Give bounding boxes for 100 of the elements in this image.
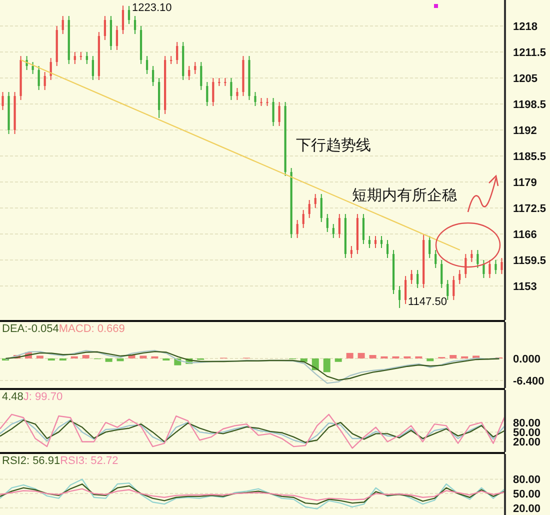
annotation: 短期内有所企稳 [352,186,457,205]
candlestick [380,236,383,248]
line-series [0,488,506,501]
y-tick-label: 1166 [513,228,537,241]
candlestick [374,236,377,248]
candlestick [464,254,467,278]
candlestick [308,200,310,218]
y-tick-label: 1179 [513,176,537,189]
candlestick [326,214,328,232]
line-series [0,414,506,449]
bar [116,358,124,362]
bar [323,358,330,372]
candlestick [416,270,419,288]
candlestick [200,62,202,90]
candlestick [206,82,208,106]
annotation: 1223.10 [132,2,172,14]
bar [334,358,342,362]
series-label: MACD: 0.669 [58,323,125,335]
candlestick [134,16,136,34]
series-label: J: 99.70 [23,391,63,403]
y-tick-label: 50.00 [513,488,541,500]
candlestick [236,88,238,100]
candlestick [482,260,485,278]
y-tick-label: 1172.5 [513,202,546,215]
candlestick [86,52,88,64]
candlestick [152,66,154,86]
candlestick [428,236,431,258]
y-tick-label: 80.00 [513,474,541,486]
candlestick [92,56,94,80]
candlestick [488,260,491,278]
candlestick [44,72,46,90]
candlestick [458,270,461,284]
candlestick [146,56,148,74]
candlestick [296,220,298,238]
candlestick [116,26,118,50]
series-label: 4.48 [2,391,24,403]
y-tick-label: 1198.5 [513,98,546,111]
candlestick [314,194,316,208]
candlestick [32,62,34,74]
candlestick [320,194,322,222]
y-tick-label: 50.00 [513,426,541,439]
y-tick-label: 20.00 [513,502,541,515]
candlestick [188,66,190,80]
y-tick-label: 1159.5 [513,254,546,267]
candlestick [386,240,389,258]
y-tick-label: 80.00 [513,417,541,430]
bar [450,355,457,358]
candlestick [434,250,437,268]
candlestick [440,260,443,288]
annotation: 下行趋势线 [296,136,371,155]
candlestick [38,66,40,90]
candlestick [272,98,274,126]
candlestick [278,102,280,126]
candlestick [176,42,178,64]
y-tick-label: 20.00 [513,436,541,449]
annotation: 1147.50 [408,296,447,308]
bar [36,356,44,358]
candlestick [446,280,449,300]
candlestick [362,214,365,244]
y-tick-label: 0.000 [513,353,541,366]
candlestick [302,210,304,228]
candlestick [500,258,503,274]
candlestick [194,62,196,74]
y-tick-label: 1218 [513,20,538,33]
bar [140,356,147,358]
text: RSI3: 52.72 [60,455,118,467]
y-tick-label: 1185.5 [513,150,546,163]
bar [358,352,365,358]
candlestick [494,260,497,274]
line-series [0,483,506,505]
candlestick [122,5,124,34]
candlestick [230,78,232,100]
bar [346,352,354,358]
bar [82,355,90,358]
candlestick [350,246,352,258]
candlestick [404,276,407,304]
y-tick-label: 1153 [513,280,537,293]
candlestick [212,78,214,106]
bar [105,358,112,362]
candlestick [74,52,76,64]
candlestick [476,250,479,268]
candlestick [398,286,401,308]
candlestick [470,250,473,262]
candlestick [128,6,130,24]
candlestick [332,224,334,238]
series-label: DEA:-0.054 [2,323,59,335]
bar [369,355,376,358]
candlestick [104,16,106,40]
text: RSI2: 56.91 [2,455,60,467]
candlestick [2,92,4,110]
candlestick [368,236,371,248]
y-tick-label: 1192 [513,124,537,137]
candlestick [410,270,413,284]
candlestick [452,276,455,300]
bar [426,358,434,362]
y-tick-label: 1211.5 [513,46,546,59]
line-series [0,478,506,510]
candlestick [338,214,340,238]
y-tick-label: -6.400 [513,375,544,388]
candlestick [62,16,64,34]
